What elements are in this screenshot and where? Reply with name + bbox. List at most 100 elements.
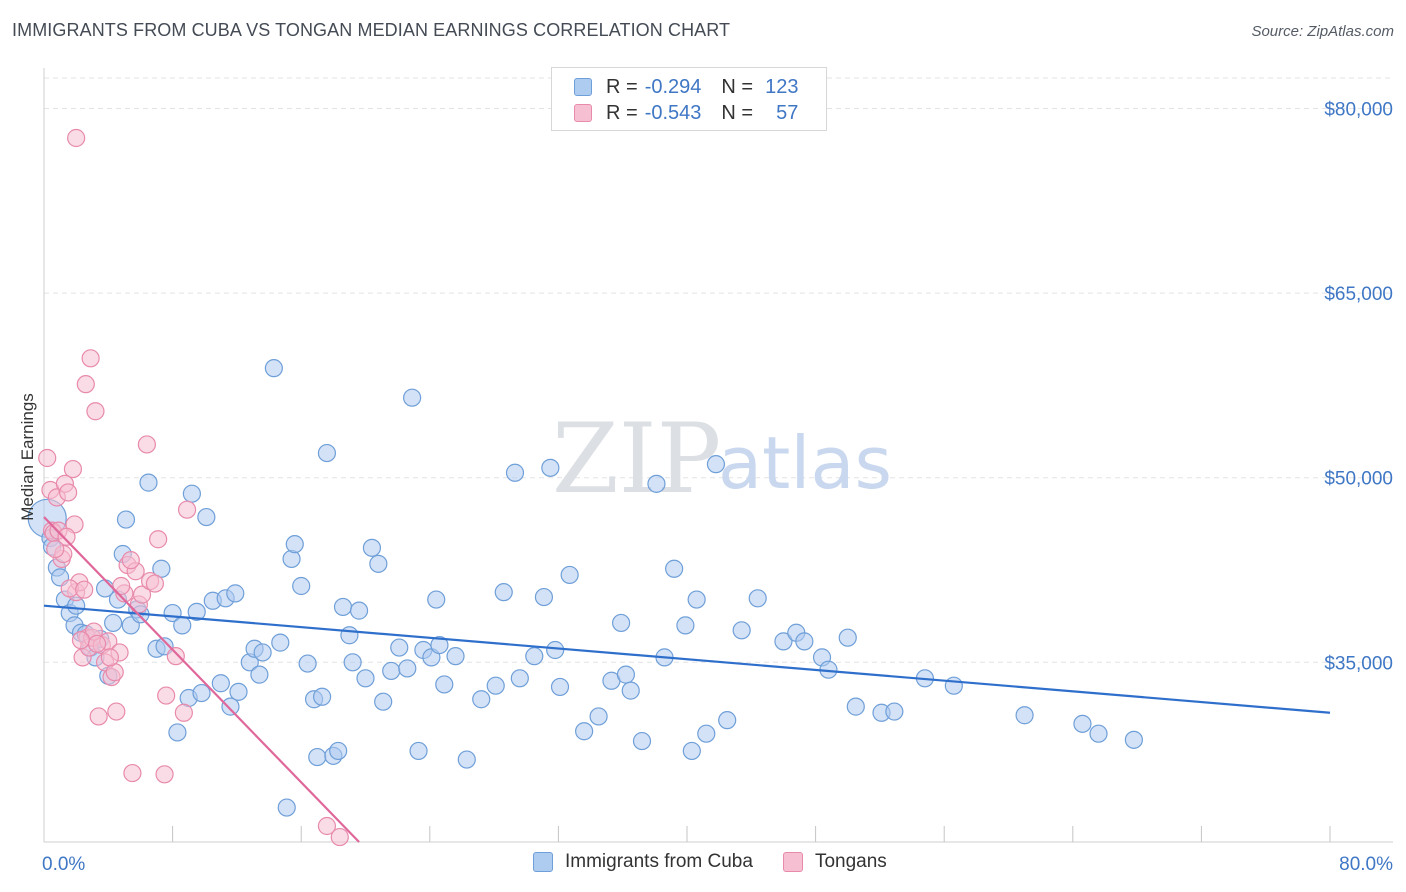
cuba-point <box>390 638 409 657</box>
cuba-point <box>550 677 570 697</box>
legend-row-cuba: R = -0.294 N = 123 <box>574 73 798 101</box>
legend-row-tongan: R = -0.543 N = 57 <box>574 99 798 127</box>
tongan-point <box>89 707 108 726</box>
legend-label-tongan: Tongans <box>814 851 887 872</box>
tongan-point <box>174 703 193 722</box>
cuba-point <box>546 640 565 660</box>
cuba-point <box>795 632 814 651</box>
cuba-point <box>409 741 428 761</box>
cuba-point <box>312 687 332 706</box>
cuba-point <box>1089 724 1108 743</box>
cuba-point <box>374 692 393 711</box>
cuba-point <box>340 626 359 645</box>
cuba-point <box>616 665 636 684</box>
tongan-point <box>86 402 105 421</box>
tongan-point <box>330 827 349 847</box>
y-axis-title: Median Earnings <box>18 393 37 521</box>
legend-swatch-cuba <box>574 78 592 96</box>
legend-label-cuba: Immigrants from Cuba <box>565 851 753 872</box>
cuba-point <box>333 597 353 617</box>
cuba-point <box>621 681 640 700</box>
watermark-atlas: atlas <box>718 421 892 505</box>
watermark: ZIP atlas <box>552 403 892 515</box>
tongan-point <box>63 459 83 479</box>
tongan-point <box>59 483 78 502</box>
legend-r-label: R = <box>606 75 638 98</box>
cuba-point <box>398 659 417 678</box>
cuba-point <box>774 632 793 651</box>
cuba-point <box>250 665 269 684</box>
legend-item-tongan[interactable]: Tongans <box>782 851 887 873</box>
cuba-point <box>944 676 963 695</box>
legend-item-cuba[interactable]: Immigrants from Cuba <box>533 851 753 873</box>
tongan-point <box>123 763 142 783</box>
cuba-point <box>349 601 369 620</box>
tongan-point <box>75 580 94 599</box>
tongan-point <box>132 585 152 604</box>
cuba-point <box>298 654 317 673</box>
cuba-point <box>197 507 216 527</box>
tongan-point <box>166 647 185 666</box>
cuba-point <box>187 602 206 621</box>
stats-legend: R = -0.294 N = 123 R = -0.543 N = 57 <box>551 67 827 131</box>
cuba-point <box>343 653 362 672</box>
cuba-point <box>317 443 337 463</box>
cuba-point <box>697 724 716 743</box>
cuba-point <box>494 583 513 602</box>
cuba-point <box>192 683 211 703</box>
trend-lines <box>43 516 1331 843</box>
cuba-point <box>229 682 248 701</box>
cuba-point <box>211 674 230 693</box>
x-tick-label-max: 80.0% <box>1339 854 1393 875</box>
legend-n-label: N = <box>721 101 754 124</box>
series-legend: Immigrants from Cuba Tongans <box>533 851 917 873</box>
tongan-point <box>76 375 95 394</box>
cuba-point <box>838 628 857 647</box>
cuba-point <box>382 661 401 681</box>
cuba-point <box>168 723 187 742</box>
legend-swatch-cuba <box>533 852 553 872</box>
cuba-point <box>1073 714 1092 733</box>
cuba-point <box>116 510 136 529</box>
cuba-point <box>647 474 666 493</box>
y-tick-label: $50,000 <box>1324 469 1393 490</box>
legend-r-value: -0.543 <box>644 101 702 124</box>
cuba-point <box>589 707 608 726</box>
cuba-point <box>682 741 701 761</box>
tongan-point <box>38 448 57 468</box>
legend-r-label: R = <box>606 101 638 124</box>
cuba-point <box>285 535 304 554</box>
cuba-point <box>221 697 240 716</box>
tongan-point <box>145 574 165 593</box>
tongan-point <box>155 765 174 784</box>
cuba-point <box>264 359 283 378</box>
legend-n-value: 57 <box>776 101 799 124</box>
tongan-point <box>107 702 126 721</box>
tongan-point <box>100 648 120 667</box>
tongan-point <box>46 539 65 559</box>
legend-n-label: N = <box>721 75 754 98</box>
cuba-point <box>1124 730 1143 749</box>
cuba-point <box>718 711 737 730</box>
tongan-point <box>157 686 176 705</box>
cuba-point <box>403 388 422 407</box>
cuba-point <box>173 616 192 635</box>
x-tick-label-min: 0.0% <box>42 854 85 875</box>
legend-swatch-tongan <box>782 852 803 872</box>
tongan-point <box>87 634 107 653</box>
cuba-point <box>560 565 579 585</box>
cuba-point <box>510 669 529 688</box>
cuba-point <box>505 463 525 482</box>
tongan-point <box>57 527 76 546</box>
cuba-point <box>611 613 631 633</box>
cuba-point <box>430 635 449 655</box>
cuba-point <box>427 590 446 609</box>
y-tick-label: $35,000 <box>1324 653 1393 674</box>
cuba-point <box>687 590 706 609</box>
watermark-zip: ZIP <box>552 403 721 515</box>
tongan-point <box>121 551 140 570</box>
cuba-point <box>846 697 865 716</box>
cuba-point <box>472 690 491 709</box>
cuba-point <box>446 647 465 666</box>
